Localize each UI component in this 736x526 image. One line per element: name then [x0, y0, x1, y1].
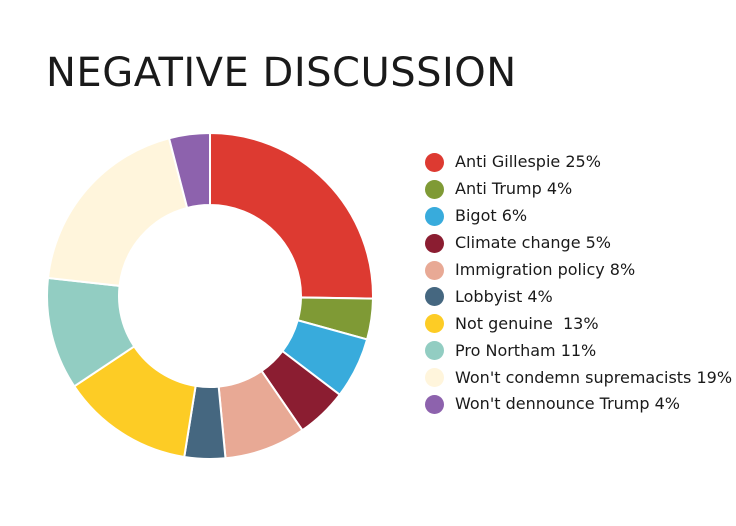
legend-item: Won't condemn supremacists 19%	[425, 364, 732, 391]
legend-swatch	[425, 152, 444, 172]
slice-won-t-condemn-supremacists	[46, 137, 189, 288]
legend-item: Pro Northam 11%	[425, 337, 732, 364]
legend-item: Won't dennounce Trump 4%	[425, 391, 732, 418]
legend-swatch	[425, 260, 444, 280]
legend-label: Climate change 5%	[455, 233, 612, 253]
legend-swatch	[425, 368, 444, 388]
legend-label: Won't condemn supremacists 19%	[455, 367, 733, 387]
legend-label: Not genuine 13%	[455, 313, 599, 333]
legend-label: Pro Northam 11%	[455, 340, 597, 360]
legend-swatch	[425, 314, 444, 334]
legend-item: Bigot 6%	[425, 203, 732, 230]
legend-swatch	[425, 287, 444, 307]
legend-label: Anti Trump 4%	[455, 179, 573, 199]
legend-item: Not genuine 13%	[425, 310, 732, 337]
legend-label: Lobbyist 4%	[455, 286, 553, 306]
legend-item: Anti Trump 4%	[425, 176, 732, 203]
legend-label: Won't dennounce Trump 4%	[455, 394, 680, 414]
legend-swatch	[425, 206, 444, 226]
slice-won-t-dennounce-trump	[167, 131, 211, 210]
legend-swatch	[425, 341, 444, 361]
legend-swatch	[425, 179, 444, 199]
legend-item: Climate change 5%	[425, 230, 732, 257]
slice-anti-gillespie	[209, 131, 374, 300]
legend-item: Immigration policy 8%	[425, 257, 732, 284]
legend-item: Anti Gillespie 25%	[425, 149, 732, 176]
legend-label: Anti Gillespie 25%	[455, 152, 601, 172]
legend-swatch	[425, 394, 444, 414]
legend-label: Bigot 6%	[455, 206, 528, 226]
legend-label: Immigration policy 8%	[455, 260, 636, 279]
legend-swatch	[425, 233, 444, 253]
chart-title: NEGATIVE DISCUSSION	[46, 50, 517, 96]
donut-slices	[46, 131, 374, 460]
legend-item: Lobbyist 4%	[425, 283, 732, 310]
legend: Anti Gillespie 25% Anti Trump 4% Bigot 6% C…	[425, 149, 732, 418]
